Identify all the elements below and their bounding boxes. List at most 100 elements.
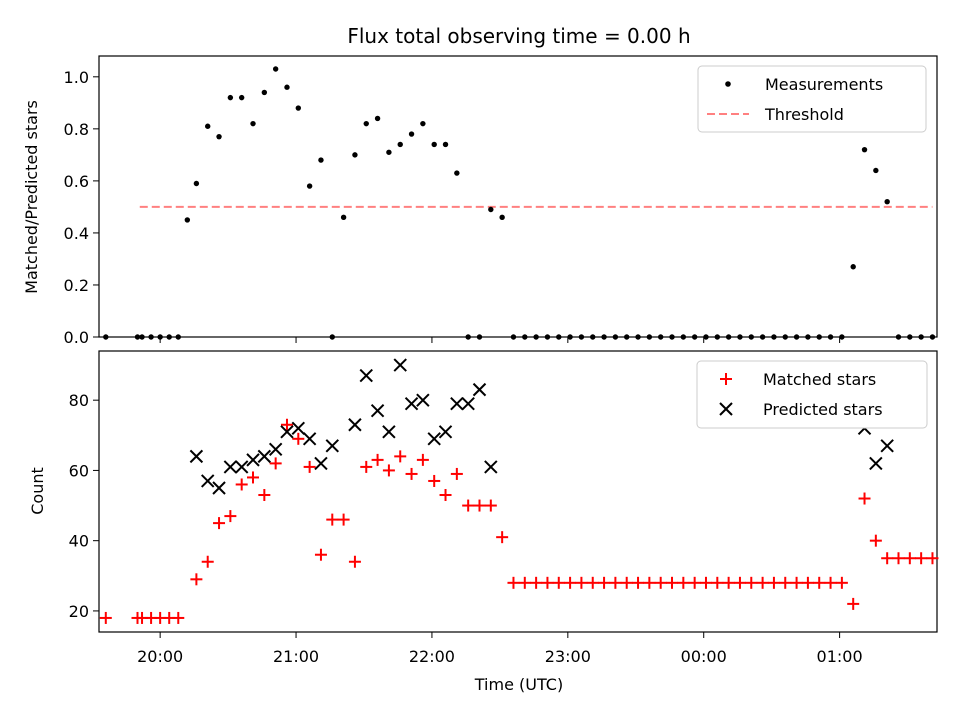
matched-star-point (643, 576, 656, 589)
predicted-star-point (393, 358, 407, 372)
measurement-point (193, 180, 200, 187)
x-tick-label: 23:00 (545, 647, 591, 666)
matched-star-point (530, 576, 543, 589)
measurement-point (567, 334, 573, 340)
predicted-star-point (189, 449, 204, 464)
matched-star-point (756, 576, 769, 589)
predicted-star-stroke-b (427, 432, 441, 446)
predicted-star-stroke-b (348, 418, 362, 432)
bottom-y-axis-label: Count (28, 467, 47, 515)
measurement-point (861, 146, 868, 153)
bottom-legend: Matched stars Predicted stars (696, 360, 928, 429)
top-y-tick-label: 0.0 (64, 328, 89, 347)
measurement-point (793, 334, 800, 340)
top-y-ticks: 0.0 0.2 0.4 0.6 0.8 1.0 (64, 68, 841, 347)
measurement-point (166, 334, 172, 340)
measurement-point (442, 141, 449, 148)
measurement-point (759, 334, 766, 340)
measurement-point (295, 105, 302, 111)
legend-predicted-label: Predicted stars (763, 400, 883, 419)
predicted-star-stroke-b (484, 460, 498, 474)
predicted-star-stroke-b (223, 460, 238, 474)
measurement-point (261, 89, 268, 96)
measurement-point (374, 115, 381, 122)
chart-title: Flux total observing time = 0.00 h (347, 24, 690, 48)
matched-star-point (348, 555, 361, 568)
predicted-star-stroke-b (370, 404, 385, 418)
top-panel: 0.0 0.2 0.4 0.6 0.8 1.0 Matched/Predicted sta… (22, 55, 938, 347)
matched-star-point (745, 576, 758, 589)
predicted-star-stroke-b (869, 456, 883, 471)
x-tick-label: 20:00 (137, 647, 183, 666)
measurement-point (884, 199, 890, 205)
predicted-star-stroke-b (234, 460, 249, 474)
matched-star-point (609, 576, 622, 589)
matched-star-point (564, 576, 577, 589)
measurement-point (318, 157, 324, 163)
top-legend: Measurements Threshold (697, 65, 927, 133)
matched-star-point (201, 555, 214, 568)
matched-star-point (99, 611, 112, 624)
measurement-point (454, 170, 460, 176)
legend-measurements-label: Measurements (765, 75, 883, 94)
matched-star-point (552, 576, 565, 589)
x-tick-label: 22:00 (409, 647, 455, 666)
measurement-point (635, 334, 641, 340)
measurement-point (918, 334, 924, 340)
bottom-y-tick-label: 80 (69, 391, 89, 410)
bottom-y-tick-label: 40 (69, 532, 89, 551)
predicted-star-stroke-b (416, 393, 430, 407)
measurement-point (408, 131, 415, 137)
predicted-star-point (484, 460, 498, 474)
matched-star-point (360, 460, 373, 473)
predicted-star-stroke-b (291, 421, 306, 435)
matched-star-point (280, 418, 293, 431)
measurement-point (139, 334, 145, 340)
predicted-star-stroke-b (189, 449, 204, 464)
matched-star-point (405, 467, 418, 480)
predicted-star-stroke-b (438, 425, 453, 439)
predicted-star-stroke-b (880, 439, 894, 453)
measurement-point (148, 334, 154, 340)
matched-star-point (518, 576, 531, 589)
matched-star-point (190, 573, 203, 586)
measurement-point (205, 123, 211, 129)
matched-star-point (711, 576, 724, 589)
predicted-star-stroke-b (314, 456, 328, 471)
predicted-star-stroke-b (280, 425, 294, 439)
measurement-point (184, 217, 191, 223)
bottom-x-ticks: 20:00 21:00 22:00 23:00 00:00 01:00 (137, 632, 863, 666)
predicted-star-point (382, 425, 396, 439)
matched-star-point (428, 474, 441, 487)
matched-star-point (224, 510, 237, 523)
measurement-point (250, 120, 256, 127)
measurement-point (431, 141, 437, 148)
matched-star-point (598, 576, 611, 589)
top-legend-box (697, 65, 927, 133)
predicted-star-point (257, 449, 272, 464)
predicted-star-point (291, 421, 306, 435)
predicted-star-point (234, 460, 249, 474)
predicted-star-stroke-b (201, 474, 215, 488)
matched-star-point (303, 460, 316, 473)
top-y-tick-label: 0.6 (64, 172, 89, 191)
matched-star-point (892, 552, 905, 565)
matched-star-point (371, 453, 384, 466)
measurement-point (624, 334, 630, 340)
top-panel-frame (98, 55, 938, 338)
legend-predicted-marker (719, 402, 733, 416)
measurement-point (340, 214, 347, 221)
measurement-point (544, 334, 551, 340)
measurement-point (725, 334, 732, 340)
matched-star-point (416, 453, 429, 466)
matched-star-point (858, 492, 871, 505)
bottom-y-tick-label: 20 (69, 602, 89, 621)
predicted-star-point (314, 456, 328, 471)
matched-star-point (869, 534, 882, 547)
matched-star-point (903, 552, 916, 565)
measurement-point (306, 183, 313, 189)
matched-star-point (484, 499, 497, 512)
predicted-star-point (212, 481, 226, 495)
matched-star-point (337, 513, 350, 526)
